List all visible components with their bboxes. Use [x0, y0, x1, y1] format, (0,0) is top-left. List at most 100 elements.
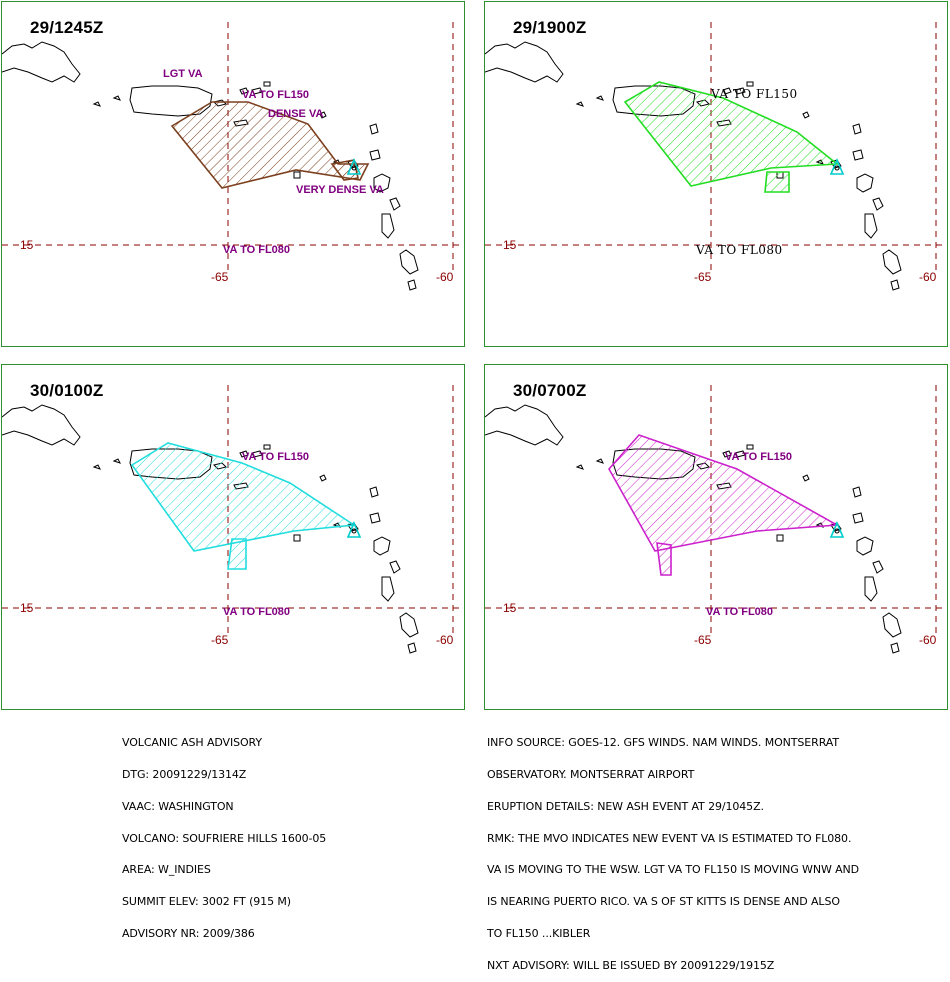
map-canvas-4 [485, 385, 947, 654]
coastline [389, 560, 401, 574]
coastline [734, 450, 746, 458]
panel-time: 29/1900Z [513, 18, 587, 37]
coastline [575, 464, 584, 470]
lon-label-60: -60 [436, 633, 454, 647]
map-panel-3: 30/0100Z VA TO FL150 VA TO FL080 15 -65 … [1, 364, 465, 710]
lon-label-65: -65 [211, 633, 229, 647]
coastline [802, 111, 810, 119]
coastline [882, 612, 902, 638]
coastline [485, 404, 564, 446]
panel-time: 29/1245Z [30, 18, 104, 37]
coastline [251, 450, 263, 458]
coastline [856, 173, 874, 193]
coastline [856, 536, 874, 556]
coastline [369, 149, 381, 161]
coastline [389, 197, 401, 211]
volcano-dot [351, 165, 357, 171]
coastline [882, 249, 902, 275]
coastline [852, 512, 864, 524]
coastline [381, 213, 395, 239]
coastline [407, 642, 417, 654]
coastline [2, 404, 81, 446]
lon-label-60: -60 [919, 633, 937, 647]
coastline [852, 149, 864, 161]
advisory-line: OBSERVATORY. MONTSERRAT AIRPORT [487, 767, 695, 781]
label-va-fl150: VA TO FL150 [242, 451, 310, 463]
label-va-fl150: VA TO FL150 [711, 87, 798, 101]
coastline [746, 81, 754, 87]
label-va-fl080: VA TO FL080 [223, 606, 291, 618]
coastline [864, 213, 878, 239]
label-dense-va: DENSE VA [268, 108, 324, 120]
coastline [872, 560, 884, 574]
lon-label-60: -60 [436, 270, 454, 284]
coastline [373, 173, 391, 193]
map-panel-4: 30/0700Z VA TO FL150 VA TO FL080 15 -65 … [484, 364, 948, 710]
coastline [864, 576, 878, 602]
coastline [575, 101, 584, 107]
coastline [746, 444, 754, 450]
coastline [595, 458, 604, 464]
coastline [872, 197, 884, 211]
advisory-line: INFO SOURCE: GOES-12. GFS WINDS. NAM WIN… [487, 736, 839, 750]
map-canvas-3 [2, 385, 464, 654]
coastline [776, 534, 784, 542]
coastline [92, 101, 101, 107]
advisory-line: SUMMIT ELEV: 3002 FT (915 M) [122, 895, 291, 909]
label-va-fl150: VA TO FL150 [725, 451, 793, 463]
coastline [595, 95, 604, 101]
label-very-dense-va: VERY DENSE VA [296, 184, 384, 196]
lon-label-60: -60 [919, 270, 937, 284]
coastline [485, 41, 564, 83]
advisory-line: IS NEARING PUERTO RICO. VA S OF ST KITTS… [487, 895, 840, 909]
coastline [293, 534, 301, 542]
coastline [319, 474, 327, 482]
advisory-line: VOLCANIC ASH ADVISORY [122, 736, 263, 750]
lon-label-65: -65 [694, 270, 712, 284]
label-va-fl080: VA TO FL080 [223, 244, 291, 256]
coastline [293, 171, 301, 179]
label-lgt-va: LGT VA [163, 68, 203, 80]
coastline [112, 95, 121, 101]
coastline [239, 450, 249, 458]
coastline [890, 279, 900, 291]
lat-label-15: 15 [20, 601, 34, 615]
ash-cloud-polygon [656, 542, 672, 576]
coastline [722, 450, 732, 458]
volcano-marker-icon [829, 157, 845, 175]
coastline [802, 474, 810, 482]
panel-time: 30/0700Z [513, 381, 587, 400]
lat-label-15: 15 [503, 601, 517, 615]
coastline [852, 486, 862, 498]
ash-cloud-polygon [608, 434, 840, 552]
volcano-dot [834, 165, 840, 171]
advisory-line: ERUPTION DETAILS: NEW ASH EVENT AT 29/10… [487, 799, 764, 813]
coastline [369, 512, 381, 524]
ash-cloud-polygon [130, 442, 357, 552]
advisory-line: DTG: 20091229/1314Z [122, 767, 247, 781]
volcano-marker-icon [346, 520, 362, 538]
volcano-dot [834, 528, 840, 534]
lat-label-15: 15 [503, 238, 517, 252]
lon-label-65: -65 [694, 633, 712, 647]
advisory-line: TO FL150 ...KIBLER [487, 926, 591, 940]
lon-label-65: -65 [211, 270, 229, 284]
coastline [373, 536, 391, 556]
map-panel-2: 29/1900Z VA TO FL150 VA TO FL080 15 -65 … [484, 1, 948, 347]
map-canvas-2 [485, 22, 947, 291]
map-panel-1: 29/1245Z LGT VA VA TO FL150 DENSE VA VER… [1, 1, 465, 347]
advisory-line: RMK: THE MVO INDICATES NEW EVENT VA IS E… [487, 831, 852, 845]
coastline [399, 249, 419, 275]
coastline [369, 486, 379, 498]
lat-label-15: 15 [20, 238, 34, 252]
coastline [734, 87, 746, 95]
ash-cloud-polygon [764, 171, 790, 193]
coastline [722, 87, 732, 95]
label-va-fl080: VA TO FL080 [706, 606, 774, 618]
advisory-line: VOLCANO: SOUFRIERE HILLS 1600-05 [122, 831, 327, 845]
advisory-header: VOLCANIC ASH ADVISORY DTG: 20091229/1314… [122, 717, 326, 950]
volcano-marker-icon [829, 520, 845, 538]
advisory-line: NXT ADVISORY: WILL BE ISSUED BY 20091229… [487, 958, 775, 972]
coastline [112, 458, 121, 464]
advisory-line: VAAC: WASHINGTON [122, 799, 234, 813]
